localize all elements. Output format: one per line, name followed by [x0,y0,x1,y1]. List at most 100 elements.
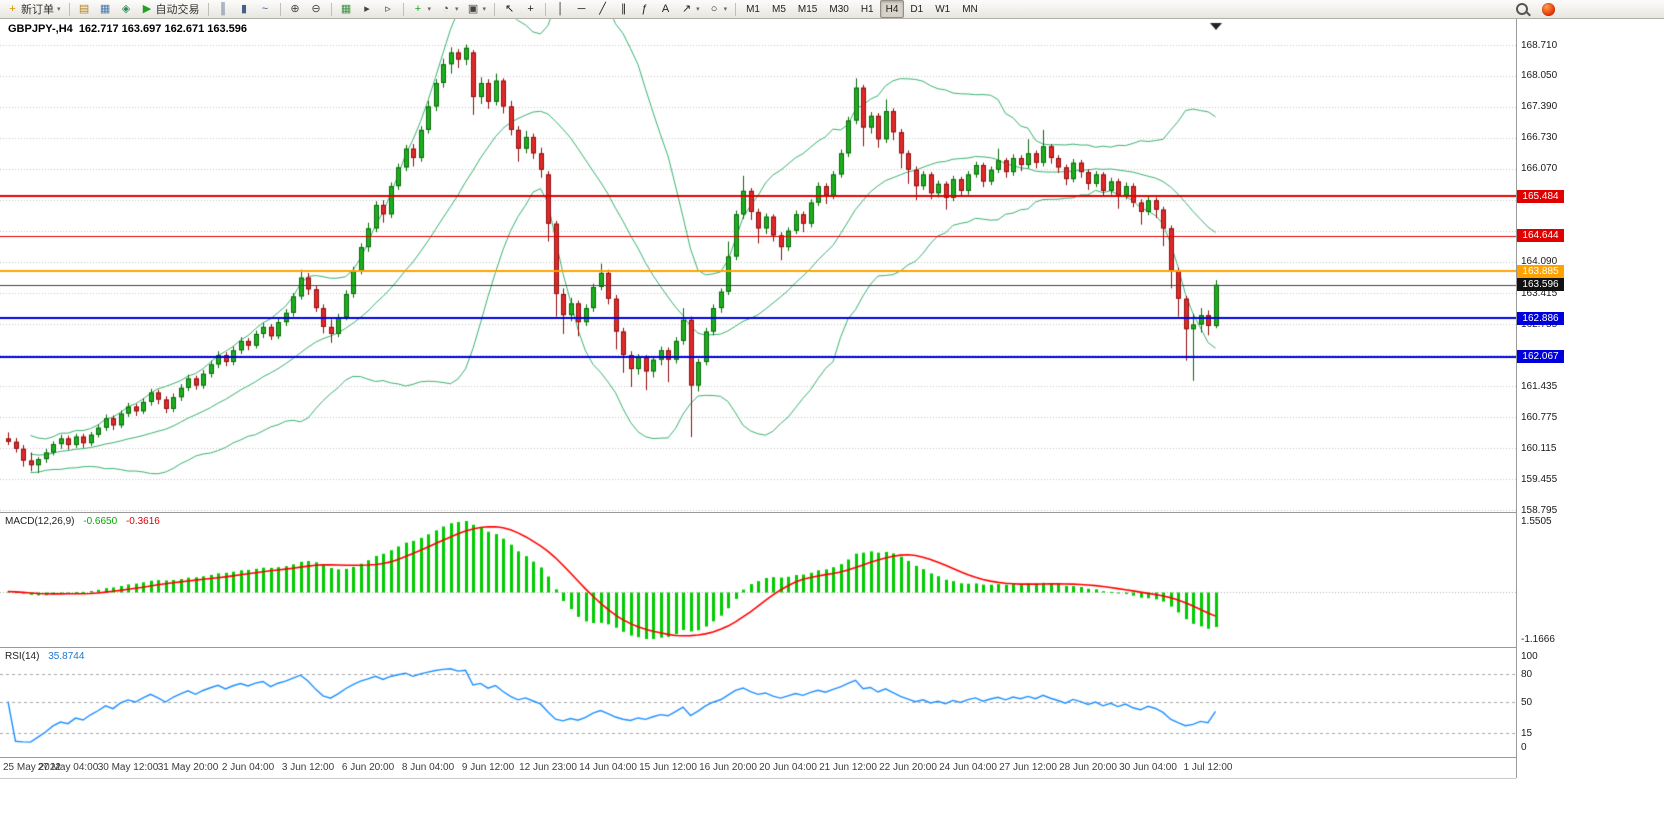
zoom-in-button[interactable]: ⊕ [285,0,306,18]
macd-canvas[interactable] [0,513,1516,647]
toolbar-separator [494,2,496,16]
auto-scroll-button[interactable]: ▸ [357,0,378,18]
time-axis-label: 22 Jun 20:00 [879,762,937,773]
horizontal-line-button[interactable]: ─ [571,0,592,18]
macd-panel-divider[interactable] [0,512,1516,513]
cursor-icon: ↖ [504,2,515,15]
new-order-icon: + [9,2,16,15]
toolbar-button-groups: + 新订单 ▾ ▤ ▦ ◈ ▶ 自动交易 ║ ▮ ~ ⊕ ⊖ ▦ ▸ ▹ + ▾ ◔ ▾ ▣ ▾ ↖ + │ ─ ╱ ∥ ƒ A ↗ ▾ ○ ▾ M… [0,0,984,18]
indicator-plus-icon: + [414,2,422,15]
price-tick-label: 160.115 [1521,442,1557,454]
ellipse-icon: ○ [710,2,718,15]
crosshair-button[interactable]: + [520,0,541,18]
timeframe-h1-button[interactable]: H1 [860,3,874,15]
toolbar-separator [545,2,547,16]
rsi-canvas[interactable] [0,648,1516,757]
toolbar-separator [207,2,209,16]
text-button[interactable]: A [655,0,676,18]
macd-axis-min: -1.1666 [1521,634,1555,645]
bar-chart-mode-button[interactable]: ║ [213,0,234,18]
macd-axis-max: 1.5505 [1521,516,1552,527]
new-order-button-label: 新订单 [21,4,54,16]
timeframe-m15-button[interactable]: M15 [797,3,818,15]
time-axis-label: 25 May 2022 [3,762,61,773]
time-axis-label: 16 Jun 20:00 [699,762,757,773]
zoom-out-icon: ⊖ [311,2,321,15]
indicators-button[interactable]: + ▾ [408,0,436,18]
timeframe-w1-button[interactable]: W1 [935,3,951,15]
navigator-icon: ◈ [121,2,131,15]
templates-button[interactable]: ▣ ▾ [463,0,491,18]
price-tick-label: 158.795 [1521,504,1558,516]
trendline-icon: ╱ [599,2,606,15]
shapes-button[interactable]: ○ ▾ [704,0,732,18]
chevron-down-icon: ▾ [723,6,728,13]
time-axis-label: 1 Jul 12:00 [1183,762,1233,773]
timeframe-d1-button[interactable]: D1 [910,3,924,15]
vertical-line-button[interactable]: │ [550,0,571,18]
time-axis-label: 30 May 12:00 [97,762,159,773]
timeframe-h4-button[interactable]: H4 [879,0,905,18]
data-window-icon: ▦ [99,2,111,15]
navigator-button[interactable]: ◈ [116,0,137,18]
time-axis-label: 27 Jun 12:00 [999,762,1057,773]
time-axis-label: 30 Jun 04:00 [1119,762,1177,773]
timeframe-m5-button[interactable]: M5 [772,3,786,15]
rsi-panel-divider[interactable] [0,647,1516,648]
chevron-down-icon: ▾ [482,6,487,13]
rsi-name: RSI(14) [5,651,40,662]
time-axis-label: 9 Jun 12:00 [461,762,515,773]
timeframe-mn-button[interactable]: MN [962,3,978,15]
arrows-button[interactable]: ↗ ▾ [676,0,704,18]
autotrading-button[interactable]: ▶ 自动交易 [137,0,204,18]
rsi-label: RSI(14) 35.8744 [5,651,84,662]
time-axis-label: 14 Jun 04:00 [579,762,637,773]
price-level-badge: 163.885 [1517,264,1564,278]
vertical-line-icon: │ [557,2,564,15]
toolbar-separator [68,2,70,16]
search-icon [1516,3,1528,15]
chart-shift-button[interactable]: ▹ [378,0,399,18]
line-chart-mode-button[interactable]: ~ [255,0,276,18]
toolbar-separator [402,2,404,16]
toolbar-separator [330,2,332,16]
price-level-badge: 162.067 [1517,350,1564,364]
timeframe-m30-button[interactable]: M30 [829,3,849,15]
price-tick-label: 164.090 [1521,256,1558,268]
periods-button[interactable]: ◔ ▾ [435,0,463,18]
cursor-button[interactable]: ↖ [499,0,520,18]
rsi-axis-label: 0 [1521,742,1527,753]
search-button[interactable] [1512,0,1532,18]
time-axis-label: 12 Jun 23:00 [519,762,577,773]
chevron-down-icon: ▾ [696,6,700,13]
price-tick-label: 159.455 [1521,473,1558,485]
chart-title-overlay: GBPJPY-,H4 162.717 163.697 162.671 163.59… [8,23,247,35]
trendline-button[interactable]: ╱ [592,0,613,18]
template-icon: ▣ [467,2,479,15]
price-axis-divider [1516,18,1517,778]
fibonacci-button[interactable]: ƒ [634,0,655,18]
zoom-out-button[interactable]: ⊖ [306,0,327,18]
time-axis-label: 8 Jun 04:00 [401,762,455,773]
time-axis-label: 27 May 04:00 [37,762,99,773]
chart-shift-icon: ▹ [385,2,391,15]
rsi-axis-label: 50 [1521,696,1533,708]
channel-button[interactable]: ∥ [613,0,634,18]
time-axis-label: 20 Jun 04:00 [759,762,817,773]
main-toolbar: + 新订单 ▾ ▤ ▦ ◈ ▶ 自动交易 ║ ▮ ~ ⊕ ⊖ ▦ ▸ ▹ + ▾ ◔ ▾ ▣ ▾ ↖ + │ ─ ╱ ∥ ƒ A ↗ ▾ ○ ▾ M… [0,0,1664,19]
candlestick-mode-button[interactable]: ▮ [234,0,255,18]
clock-icon: ◔ [442,2,449,15]
data-window-button[interactable]: ▦ [95,0,116,18]
price-tick-label: 161.435 [1521,380,1558,392]
time-axis-label: 15 Jun 12:00 [639,762,697,773]
price-chart-canvas[interactable] [0,18,1516,512]
new-order-button[interactable]: + 新订单 ▾ [2,0,65,18]
notifications-badge[interactable] [1542,2,1555,16]
timeframe-m1-button[interactable]: M1 [746,3,760,15]
price-tick-label: 166.070 [1521,163,1558,175]
chevron-down-icon: ▾ [427,6,432,13]
market-watch-button[interactable]: ▤ [74,0,95,18]
price-tick-label: 166.730 [1521,132,1558,144]
horizontal-line-icon: ─ [577,2,586,15]
tile-windows-button[interactable]: ▦ [336,0,357,18]
